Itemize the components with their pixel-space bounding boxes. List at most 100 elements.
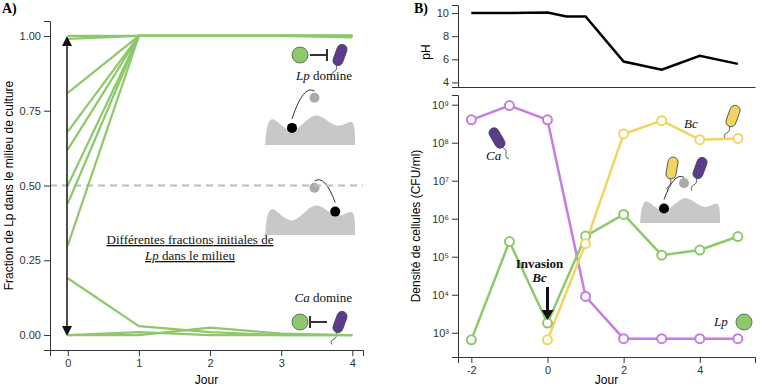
icon-rod-body bbox=[487, 126, 507, 150]
series-line bbox=[68, 36, 353, 93]
tick-mark bbox=[281, 350, 282, 356]
tick-mark bbox=[452, 257, 458, 258]
marker bbox=[543, 335, 552, 344]
tick-mark bbox=[44, 335, 50, 336]
tick-label: 1.00 bbox=[20, 30, 41, 42]
marker bbox=[657, 251, 666, 260]
tick-mark bbox=[452, 13, 458, 14]
tick-label: 3 bbox=[279, 357, 285, 369]
icon-ball bbox=[659, 204, 669, 214]
tick-mark bbox=[547, 357, 548, 363]
text-run: de bbox=[258, 232, 274, 247]
tick: 10⁶ bbox=[432, 213, 458, 225]
icon-flagellum bbox=[723, 126, 730, 139]
icon-landscape bbox=[640, 198, 720, 223]
tick-label: 10⁵ bbox=[432, 251, 449, 263]
tick: 10⁷ bbox=[433, 175, 458, 187]
chart-root: 012340.000.250.500.751.00A)JourFraction … bbox=[0, 0, 760, 389]
annotation-arrow-head bbox=[541, 310, 553, 320]
annotation: Ca domine bbox=[295, 290, 353, 305]
icon-rod-body bbox=[332, 310, 349, 334]
tick-label: 4 bbox=[350, 357, 356, 369]
marker bbox=[619, 210, 628, 219]
tick: 2 bbox=[621, 357, 627, 376]
tick: 4 bbox=[697, 357, 703, 376]
series-line bbox=[471, 214, 738, 339]
axis: 10³10⁴10⁵10⁶10⁷10⁸10⁹ bbox=[432, 96, 458, 358]
panel-label: A) bbox=[2, 1, 17, 17]
icon-rod-body bbox=[725, 104, 742, 128]
tick: -2 bbox=[467, 357, 477, 376]
icon-arrow bbox=[292, 90, 315, 119]
tick: 0 bbox=[545, 357, 551, 376]
tick-label: 0.75 bbox=[20, 105, 41, 117]
series-label: Ca bbox=[486, 148, 502, 163]
icon-rod bbox=[663, 156, 679, 192]
series-line bbox=[471, 13, 738, 70]
tick-label: 10⁶ bbox=[432, 213, 449, 225]
tick-mark bbox=[452, 105, 458, 106]
y-axis-title: pH bbox=[419, 44, 433, 59]
tick-mark bbox=[44, 186, 50, 187]
tick-label: -2 bbox=[467, 364, 477, 376]
text-run: dans bbox=[159, 248, 186, 263]
axis-line bbox=[44, 22, 51, 351]
icon-inhibit bbox=[310, 54, 327, 56]
tick: 10⁴ bbox=[432, 289, 458, 301]
marker bbox=[657, 116, 666, 125]
text-run: milieu bbox=[199, 248, 236, 263]
text-run: Différentes bbox=[107, 232, 165, 247]
tick-mark bbox=[44, 111, 50, 112]
icon-rod bbox=[327, 310, 348, 346]
annotation: Lp domine bbox=[295, 68, 352, 83]
icon-inhibit bbox=[310, 321, 327, 323]
tick-label: 10⁴ bbox=[432, 289, 449, 301]
marker bbox=[619, 334, 628, 343]
tick-mark bbox=[452, 82, 458, 83]
series-line bbox=[68, 278, 353, 335]
series-line bbox=[68, 36, 353, 186]
tick: 10⁹ bbox=[432, 99, 458, 111]
tick-mark bbox=[700, 357, 701, 363]
marker bbox=[505, 237, 514, 246]
icon-cell bbox=[292, 314, 308, 330]
y-axis-title: Densité de cellules (CFU/ml) bbox=[409, 150, 423, 303]
arrow-shaft bbox=[66, 42, 68, 330]
text-run: domine bbox=[310, 68, 352, 83]
icon-inhibit-bar bbox=[326, 49, 328, 61]
tick: 0.25 bbox=[20, 254, 50, 266]
tick: 2 bbox=[207, 350, 213, 369]
tick-mark bbox=[139, 350, 140, 356]
double-arrow bbox=[62, 36, 72, 336]
icon-ball bbox=[310, 93, 320, 103]
annotation-arrow bbox=[546, 287, 549, 312]
text-run: Ca bbox=[295, 290, 311, 305]
panel-label: B) bbox=[414, 1, 428, 17]
tick-mark bbox=[68, 350, 69, 356]
tick-mark bbox=[452, 219, 458, 220]
plot-area bbox=[471, 13, 738, 70]
tick: 0.00 bbox=[20, 329, 50, 341]
series-label: Bc bbox=[684, 116, 698, 131]
marker bbox=[619, 129, 628, 138]
axis: 0.000.250.500.751.00 bbox=[20, 22, 51, 351]
tick-label: 6 bbox=[443, 53, 449, 65]
icon-rod-body bbox=[692, 156, 709, 180]
tick-label: 8 bbox=[443, 30, 449, 42]
tick-mark bbox=[452, 333, 458, 334]
tick-label: 10³ bbox=[433, 327, 449, 339]
reference-line bbox=[50, 185, 363, 187]
marker bbox=[581, 239, 590, 248]
tick-mark bbox=[452, 143, 458, 144]
tick: 0.75 bbox=[20, 105, 50, 117]
marker bbox=[695, 246, 704, 255]
icon-rod bbox=[687, 156, 708, 192]
tick: 1 bbox=[136, 350, 142, 369]
marker bbox=[733, 232, 742, 241]
icon-flagellum bbox=[501, 147, 510, 160]
marker bbox=[733, 334, 742, 343]
tick-label: 2 bbox=[207, 357, 213, 369]
tick-mark bbox=[210, 350, 211, 356]
tick-mark bbox=[44, 36, 50, 37]
icon-arrow bbox=[315, 180, 336, 203]
